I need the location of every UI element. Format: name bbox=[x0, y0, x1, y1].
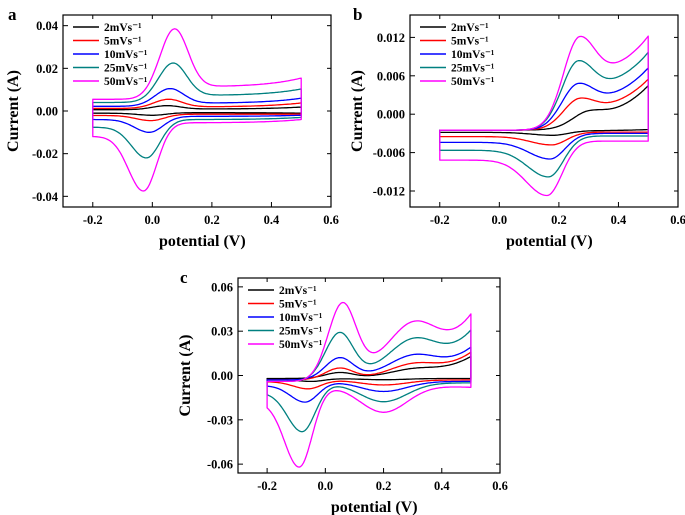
legend-label: 25mVs⁻¹ bbox=[104, 63, 147, 75]
x-tick-label: 0.2 bbox=[204, 213, 220, 227]
chart-panel-c: c -0.2 0.0 0.2 0.4 0.6 -0.06 -0.03 0.00 0.03 0.06 p… bbox=[177, 268, 508, 515]
y-tick-label: -0.02 bbox=[32, 147, 58, 161]
y-tick-label: -0.006 bbox=[373, 146, 405, 160]
legend-label: 5mVs⁻¹ bbox=[104, 36, 142, 48]
y-tick-label: 0.012 bbox=[377, 31, 405, 45]
x-tick-label: 0.4 bbox=[611, 213, 627, 227]
x-tick-label: 0.2 bbox=[376, 479, 392, 493]
x-axis-title: potential (V) bbox=[331, 499, 418, 515]
cv-curve-50mvs bbox=[266, 301, 472, 468]
panel-label: b bbox=[353, 5, 362, 24]
y-axis-title: Current (A) bbox=[177, 335, 194, 417]
legend-label: 5mVs⁻¹ bbox=[451, 36, 489, 48]
x-tick-label: 0.6 bbox=[492, 479, 508, 493]
legend-label: 10mVs⁻¹ bbox=[279, 312, 322, 324]
chart-panel-b: b -0.2 0.0 0.2 0.4 0.6 -0.012 -0.006 0.000 0.006 0… bbox=[349, 5, 685, 250]
chart-panel-a: a -0.2 0.0 0.2 0.4 0.6 -0.04 -0.02 0.00 0.02 0.04 p… bbox=[5, 5, 339, 250]
y-tick-label: 0.000 bbox=[377, 108, 405, 122]
legend-label: 10mVs⁻¹ bbox=[451, 49, 494, 61]
x-tick-label: 0.6 bbox=[323, 213, 339, 227]
legend-label: 2mVs⁻¹ bbox=[279, 285, 317, 297]
y-tick-label: -0.012 bbox=[373, 185, 405, 199]
legend-label: 50mVs⁻¹ bbox=[104, 76, 147, 88]
legend-label: 25mVs⁻¹ bbox=[451, 63, 494, 75]
panel-label: a bbox=[8, 5, 17, 24]
x-axis-title: potential (V) bbox=[159, 233, 246, 250]
y-axis-title: Current (A) bbox=[5, 70, 22, 152]
x-tick-label: -0.2 bbox=[257, 479, 277, 493]
x-tick-label: 0.4 bbox=[434, 479, 450, 493]
y-tick-label: -0.04 bbox=[32, 190, 59, 204]
cv-curve-2mvs bbox=[266, 355, 472, 383]
y-tick-label: 0.06 bbox=[211, 280, 233, 294]
x-tick-label: 0.4 bbox=[264, 213, 280, 227]
y-tick-label: 0.02 bbox=[36, 62, 58, 76]
y-axis-title: Current (A) bbox=[349, 70, 366, 152]
legend-label: 50mVs⁻¹ bbox=[279, 339, 322, 351]
y-tick-label: -0.03 bbox=[207, 413, 233, 427]
legend-label: 2mVs⁻¹ bbox=[451, 22, 489, 34]
y-tick-label: -0.06 bbox=[207, 458, 233, 472]
y-tick-label: 0.006 bbox=[377, 69, 405, 83]
cv-curve-10mvs bbox=[92, 87, 302, 133]
x-axis-title: potential (V) bbox=[506, 233, 593, 250]
x-tick-label: -0.2 bbox=[430, 213, 450, 227]
x-tick-label: -0.2 bbox=[83, 213, 103, 227]
y-tick-label: 0.03 bbox=[211, 325, 233, 339]
legend-label: 25mVs⁻¹ bbox=[279, 326, 322, 338]
x-tick-label: 0.0 bbox=[145, 213, 161, 227]
cv-curve-50mvs bbox=[439, 35, 649, 197]
legend-label: 2mVs⁻¹ bbox=[104, 22, 142, 34]
x-tick-label: 0.2 bbox=[551, 213, 567, 227]
y-tick-label: 0.04 bbox=[36, 19, 59, 33]
x-tick-label: 0.0 bbox=[318, 479, 334, 493]
cv-curve-50mvs bbox=[92, 28, 302, 192]
plot-frame bbox=[409, 14, 679, 208]
legend-label: 10mVs⁻¹ bbox=[104, 49, 147, 61]
panel-label: c bbox=[180, 268, 188, 287]
x-tick-label: 0.0 bbox=[492, 213, 508, 227]
x-tick-label: 0.6 bbox=[670, 213, 685, 227]
legend-label: 50mVs⁻¹ bbox=[451, 76, 494, 88]
y-tick-label: 0.00 bbox=[36, 105, 58, 119]
cv-curve-2mvs bbox=[439, 84, 649, 136]
y-tick-label: 0.00 bbox=[211, 369, 233, 383]
legend-label: 5mVs⁻¹ bbox=[279, 299, 317, 311]
